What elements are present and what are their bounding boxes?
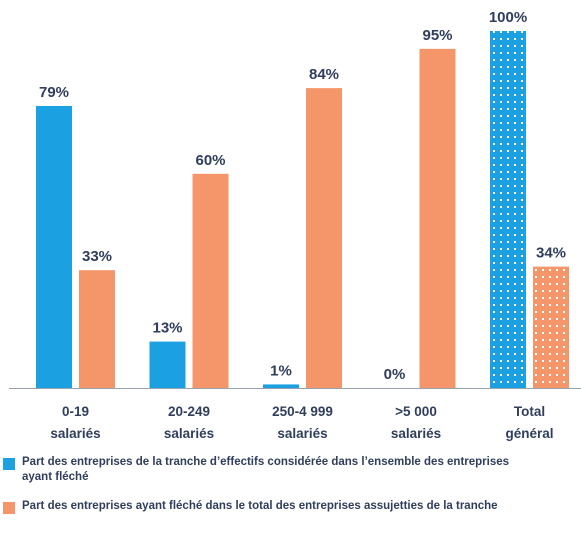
data-label: 34% [536, 245, 566, 262]
legend-swatch-blue [3, 458, 15, 470]
data-label: 33% [82, 248, 112, 265]
data-label: 1% [270, 362, 292, 379]
bar-series-1-cat-2 [149, 341, 186, 388]
legend-label-line-2: ayant fléché [22, 471, 89, 483]
bar-chart: 79% 13% 1% 0% 100% 33% 60% 84% 95% 34% 0-19 salarié… [9, 9, 581, 441]
x-tick-label: >5 000 [395, 404, 437, 419]
data-label: 0% [384, 366, 406, 383]
data-label: 84% [309, 66, 339, 83]
data-label: 95% [422, 27, 452, 44]
data-label: 60% [195, 152, 225, 169]
legend-swatch-orange [3, 502, 15, 514]
data-label: 13% [152, 320, 182, 337]
bar-series-2-cat-4 [419, 48, 456, 388]
data-label: 100% [489, 9, 527, 26]
bar-series-2-cat-2 [192, 173, 229, 388]
x-tick-label: 250-4 999 [272, 404, 333, 419]
bar-series-2-cat-3 [306, 88, 342, 389]
bar-series-1-cat-3 [263, 384, 299, 388]
x-tick-label: salariés [50, 426, 100, 441]
chart-legend: Part des entreprises de la tranche d’eff… [0, 455, 581, 528]
x-tick-label: Total [514, 404, 545, 419]
x-tick-label: salariés [164, 426, 214, 441]
x-tick-label: salariés [277, 426, 327, 441]
x-tick-label: salariés [391, 426, 441, 441]
legend-label-line-1: Part des entreprises ayant fléché dans l… [22, 500, 498, 512]
legend-item-series-2: Part des entreprises ayant fléché dans l… [0, 499, 581, 514]
x-tick-label: 20-249 [168, 404, 210, 419]
legend-label-line-1: Part des entreprises de la tranche d’eff… [22, 456, 510, 468]
bar-series-2-cat-5 [533, 266, 569, 388]
x-tick-label: 0-19 [62, 404, 89, 419]
data-label: 79% [39, 84, 69, 101]
bar-series-1-cat-5 [490, 31, 526, 388]
bar-series-2-cat-1 [79, 270, 115, 388]
legend-item-series-1: Part des entreprises de la tranche d’eff… [0, 455, 581, 485]
x-tick-label: général [505, 426, 553, 441]
bar-series-1-cat-1 [36, 105, 72, 388]
